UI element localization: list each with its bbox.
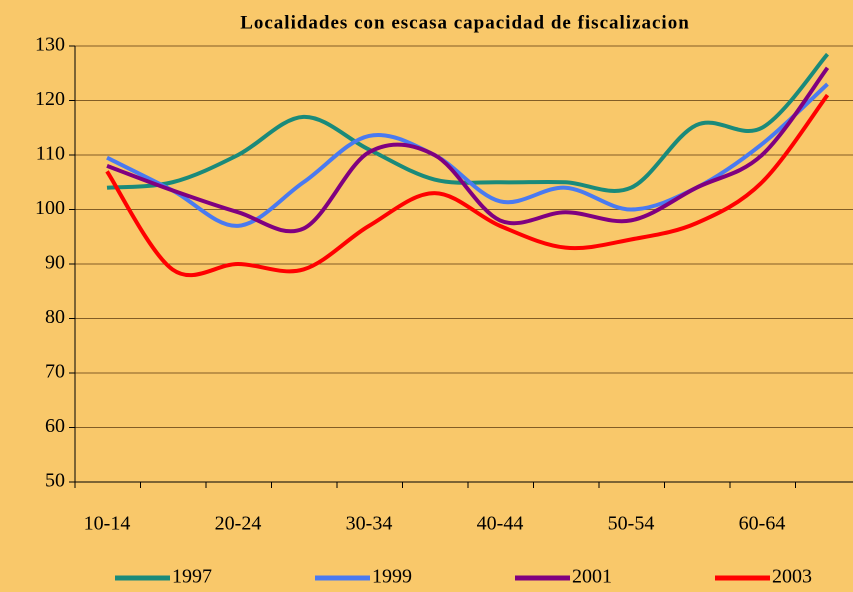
legend-label: 1997 — [172, 566, 212, 588]
legend-label: 2003 — [772, 566, 812, 588]
series-line — [106, 66, 830, 234]
chart-title: Localidades con escasa capacidad de fisc… — [240, 12, 690, 33]
x-tick-label: 10-14 — [84, 513, 131, 535]
y-tick-label: 70 — [45, 361, 65, 383]
legend-label: 2001 — [572, 566, 612, 588]
y-tick-label: 130 — [35, 34, 65, 56]
x-tick-label: 20-24 — [215, 513, 262, 535]
y-tick-label: 60 — [45, 415, 65, 437]
x-tick-label: 30-34 — [346, 513, 393, 535]
series-line — [106, 52, 830, 193]
y-tick-label: 80 — [45, 306, 65, 328]
legend-label: 1999 — [372, 566, 412, 588]
y-tick-label: 50 — [45, 470, 65, 492]
y-tick-label: 100 — [35, 197, 65, 219]
y-tick-label: 120 — [35, 88, 65, 110]
series-line — [105, 93, 830, 277]
x-tick-label: 60-64 — [739, 513, 786, 535]
y-tick-label: 90 — [45, 252, 65, 274]
x-tick-label: 50-54 — [608, 513, 655, 535]
x-tick-label: 40-44 — [477, 513, 524, 535]
y-tick-label: 110 — [36, 143, 65, 165]
